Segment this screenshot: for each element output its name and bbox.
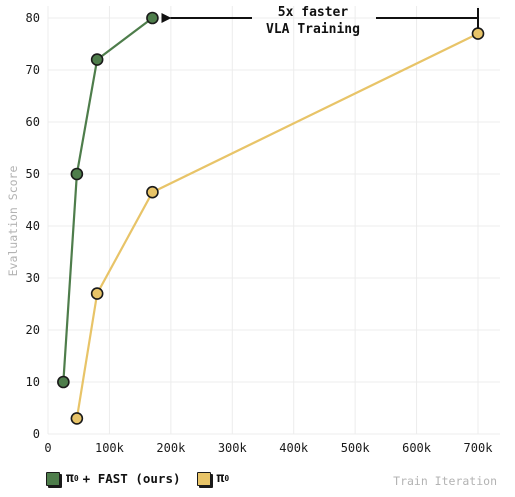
series-layer	[57, 11, 485, 425]
series-line	[62, 17, 154, 383]
series-0	[57, 11, 159, 389]
y-tick-label: 70	[26, 63, 40, 77]
x-tick-label: 600k	[402, 441, 432, 455]
y-axis-ticks: 0 10 20 30 40 50 60 70 80	[26, 11, 40, 441]
y-tick-label: 60	[26, 115, 40, 129]
y-tick-label: 40	[26, 219, 40, 233]
x-tick-label: 100k	[95, 441, 125, 455]
legend-label-pi0-symbol: π	[216, 471, 225, 486]
x-tick-label: 400k	[279, 441, 309, 455]
y-tick-label: 80	[26, 11, 40, 25]
x-tick-label: 300k	[218, 441, 248, 455]
annotation-line-2: VLA Training	[266, 22, 360, 37]
legend-swatch-fast	[46, 471, 60, 486]
y-axis-title: Evaluation Score	[6, 166, 20, 277]
legend-label-fast-sub: 0	[73, 474, 79, 483]
series-line	[75, 32, 479, 419]
y-tick-label: 0	[33, 427, 40, 441]
data-point	[90, 287, 104, 300]
x-tick-label: 0	[44, 441, 51, 455]
data-point	[70, 167, 84, 181]
legend-label-fast-rest: + FAST (ours)	[82, 471, 181, 486]
x-tick-label: 200k	[156, 441, 186, 455]
annotation: 5x faster VLA Training	[161, 5, 479, 37]
y-tick-label: 10	[26, 375, 40, 389]
annotation-line-1: 5x faster	[278, 5, 349, 20]
legend-label-pi0-sub: 0	[224, 474, 230, 483]
data-point	[70, 412, 84, 425]
legend-item-fast: π 0 + FAST (ours)	[46, 471, 181, 486]
grid	[47, 6, 500, 435]
series-1	[70, 27, 485, 425]
data-point	[146, 11, 159, 25]
x-tick-label: 700k	[464, 441, 494, 455]
data-point	[90, 53, 104, 66]
y-tick-label: 30	[26, 271, 40, 285]
x-axis-ticks: 0 100k 200k 300k 400k 500k 600k 700k	[44, 441, 493, 455]
data-point	[146, 185, 159, 199]
y-tick-label: 50	[26, 167, 40, 181]
y-tick-label: 20	[26, 323, 40, 337]
legend-label-fast-symbol: π	[66, 471, 74, 486]
data-point	[57, 375, 70, 389]
legend-swatch-pi0	[196, 471, 211, 486]
x-tick-label: 500k	[341, 441, 371, 455]
x-axis-title: Train Iteration	[393, 474, 497, 488]
data-point	[471, 27, 485, 40]
